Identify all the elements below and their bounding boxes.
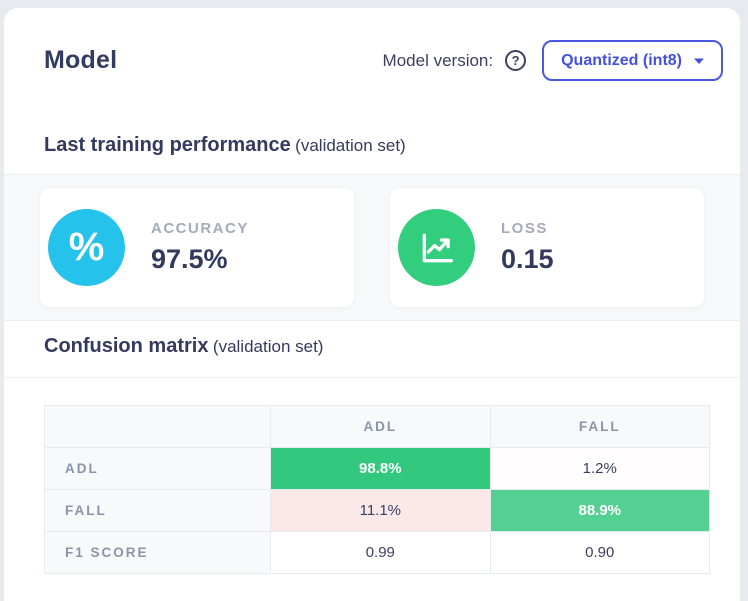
confusion-matrix-title: Confusion matrix (validation set) bbox=[4, 335, 740, 358]
confusion-matrix-subtitle: (validation set) bbox=[212, 337, 324, 357]
model-version-value: Quantized (int8) bbox=[561, 52, 682, 69]
confusion-matrix-title-text: Confusion matrix bbox=[44, 335, 209, 358]
percent-icon: % bbox=[48, 209, 125, 287]
loss-value: 0.15 bbox=[501, 244, 554, 275]
matrix-cell: 11.1% bbox=[270, 489, 491, 533]
matrix-row: FALL 11.1% 88.9% bbox=[43, 489, 711, 533]
matrix-col-header: FALL bbox=[489, 405, 711, 449]
loss-label: LOSS bbox=[501, 220, 548, 238]
accuracy-label: ACCURACY bbox=[151, 220, 249, 238]
chevron-down-icon bbox=[693, 57, 705, 65]
model-version-dropdown[interactable]: Quantized (int8) bbox=[542, 40, 723, 82]
training-performance-title: Last training performance (validation se… bbox=[4, 134, 740, 157]
matrix-row: F1 SCORE 0.99 0.90 bbox=[43, 531, 711, 575]
matrix-cell: 0.99 bbox=[270, 531, 491, 575]
matrix-row-header: ADL bbox=[43, 447, 272, 491]
help-icon[interactable]: ? bbox=[505, 50, 527, 72]
accuracy-value: 97.5% bbox=[151, 244, 228, 275]
matrix-row: ADL 98.8% 1.2% bbox=[43, 447, 711, 491]
matrix-header-row: ADL FALL bbox=[43, 405, 711, 449]
accuracy-metric-card: % ACCURACY 97.5% bbox=[40, 188, 354, 308]
training-performance-title-text: Last training performance bbox=[44, 134, 291, 157]
model-version-group: Model version: ? Quantized (int8) bbox=[382, 40, 723, 82]
model-version-label: Model version: bbox=[382, 50, 494, 70]
confusion-matrix-table: ADL FALL ADL 98.8% 1.2% FALL 11.1% 88.9% F1 SCO… bbox=[43, 405, 711, 575]
loss-metric-text: LOSS 0.15 bbox=[501, 220, 554, 275]
matrix-cell: 98.8% bbox=[270, 447, 491, 491]
matrix-row-header: F1 SCORE bbox=[43, 531, 272, 575]
loss-metric-card: LOSS 0.15 bbox=[390, 188, 704, 308]
panel-header: Model Model version: ? Quantized (int8) bbox=[4, 8, 740, 82]
training-performance-subtitle: (validation set) bbox=[295, 136, 406, 156]
line-chart-icon bbox=[398, 209, 475, 287]
matrix-cell: 0.90 bbox=[489, 531, 711, 575]
metrics-band: % ACCURACY 97.5% LOSS 0.15 bbox=[4, 174, 740, 322]
matrix-body: ADL 98.8% 1.2% FALL 11.1% 88.9% F1 SCORE 0.99 0.… bbox=[43, 447, 711, 575]
matrix-row-header: FALL bbox=[43, 489, 272, 533]
confusion-matrix-wrap: ADL FALL ADL 98.8% 1.2% FALL 11.1% 88.9% F1 SCO… bbox=[4, 378, 740, 575]
accuracy-metric-text: ACCURACY 97.5% bbox=[151, 220, 249, 275]
matrix-corner-cell bbox=[43, 405, 272, 449]
matrix-cell: 88.9% bbox=[489, 489, 711, 533]
matrix-col-header: ADL bbox=[270, 405, 491, 449]
model-panel: Model Model version: ? Quantized (int8) … bbox=[4, 8, 740, 601]
page-title: Model bbox=[44, 46, 118, 75]
section-divider bbox=[4, 377, 740, 379]
matrix-cell: 1.2% bbox=[489, 447, 711, 491]
